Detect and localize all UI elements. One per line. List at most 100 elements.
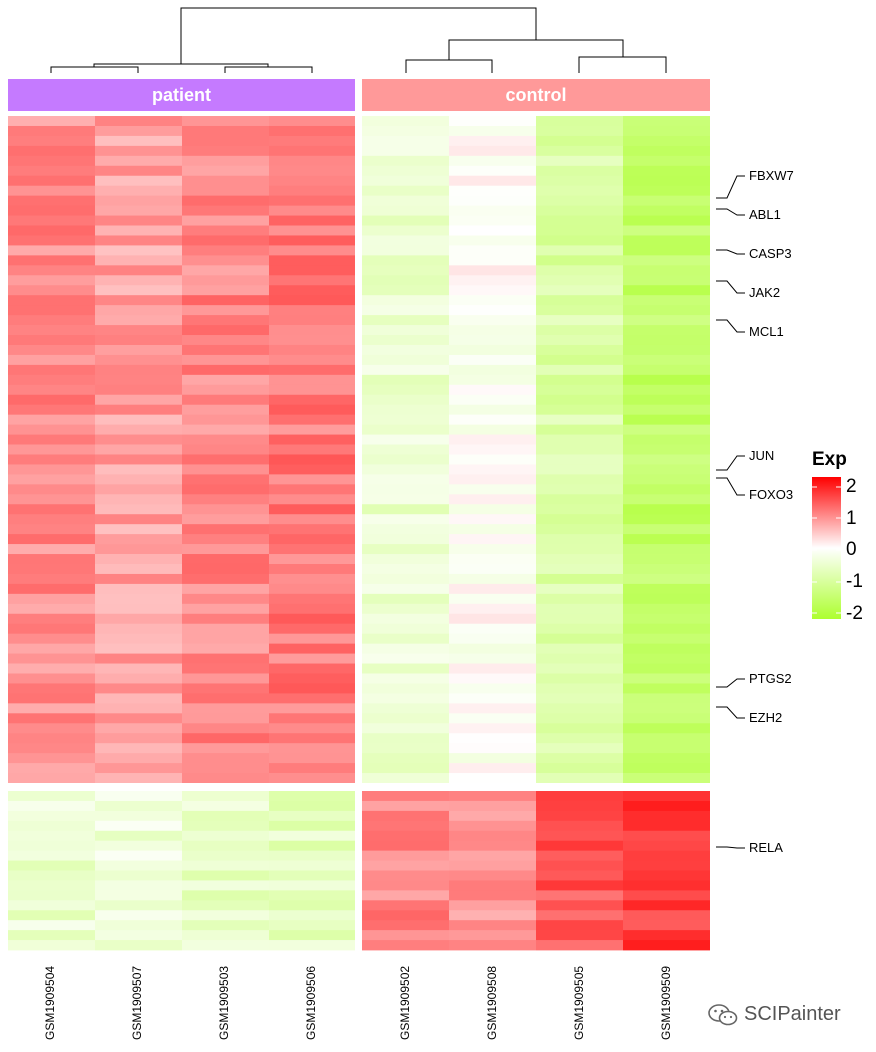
- heatmap-cell: [269, 791, 356, 802]
- heatmap-cell: [269, 295, 356, 306]
- heatmap-cell: [449, 693, 536, 704]
- legend-tick: 2: [846, 476, 857, 497]
- heatmap-cell: [536, 613, 623, 625]
- heatmap-cell: [95, 394, 182, 406]
- heatmap-cell: [536, 880, 623, 891]
- heatmap-cell: [269, 215, 356, 226]
- heatmap-cell: [362, 185, 449, 197]
- gene-label-jun: JUN: [749, 448, 775, 463]
- heatmap-cell: [623, 245, 710, 256]
- heatmap-cell: [182, 524, 269, 535]
- heatmap-cell: [623, 185, 710, 197]
- heatmap-cell: [536, 920, 623, 931]
- heatmap-cell: [623, 860, 710, 871]
- heatmap-cell: [8, 494, 95, 505]
- heatmap-cell: [362, 195, 449, 206]
- heatmap-cell: [8, 920, 95, 931]
- heatmap-cell: [182, 940, 269, 951]
- heatmap-cell: [269, 693, 356, 704]
- heatmap-cell: [449, 623, 536, 635]
- heatmap-cell: [8, 145, 95, 157]
- heatmap-cell: [182, 374, 269, 386]
- gene-label-connector: [716, 846, 745, 849]
- heatmap-cell: [269, 255, 356, 266]
- heatmap-cell: [8, 245, 95, 256]
- heatmap-cell: [536, 840, 623, 852]
- sample-label: GSM1909502: [398, 965, 412, 1040]
- heatmap-cell: [182, 474, 269, 485]
- heatmap-cell: [182, 860, 269, 871]
- heatmap-cell: [269, 800, 356, 812]
- heatmap-cell: [269, 205, 356, 216]
- heatmap-cell: [362, 713, 449, 724]
- heatmap-cell: [623, 920, 710, 931]
- heatmap-cell: [536, 524, 623, 535]
- heatmap-cell: [362, 733, 449, 744]
- heatmap-cell: [269, 285, 356, 296]
- heatmap-cell: [536, 673, 623, 684]
- heatmap-cell: [269, 840, 356, 852]
- heatmap-cell: [623, 524, 710, 535]
- heatmap-cell: [362, 454, 449, 465]
- heatmap-cell: [623, 135, 710, 147]
- heatmap-cell: [449, 773, 536, 784]
- heatmap-cell: [362, 603, 449, 615]
- heatmap-cell: [362, 155, 449, 167]
- heatmap-cell: [182, 315, 269, 326]
- heatmap-cell: [269, 185, 356, 197]
- heatmap-cell: [362, 285, 449, 296]
- heatmap-cell: [269, 850, 356, 861]
- heatmap-cell: [623, 394, 710, 406]
- heatmap-cell: [623, 325, 710, 336]
- heatmap-cell: [8, 910, 95, 921]
- heatmap-cell: [269, 145, 356, 157]
- heatmap-cell: [623, 733, 710, 744]
- heatmap-cell: [182, 404, 269, 416]
- heatmap-cell: [536, 753, 623, 764]
- heatmap-cell: [536, 643, 623, 654]
- heatmap-cell: [362, 205, 449, 216]
- heatmap-cell: [95, 504, 182, 515]
- heatmap-cell: [449, 763, 536, 774]
- gene-label-connector: [716, 175, 745, 199]
- heatmap-cell: [95, 255, 182, 266]
- heatmap-cell: [182, 573, 269, 585]
- heatmap-cell: [8, 225, 95, 236]
- heatmap-cell: [362, 335, 449, 346]
- heatmap-cell: [182, 125, 269, 137]
- heatmap-cell: [269, 563, 356, 575]
- heatmap-cell: [269, 683, 356, 694]
- heatmap-cell: [623, 444, 710, 455]
- heatmap-cell: [8, 364, 95, 376]
- heatmap-cell: [95, 494, 182, 505]
- heatmap-cell: [362, 474, 449, 485]
- heatmap-cell: [362, 850, 449, 861]
- heatmap-cell: [362, 800, 449, 812]
- heatmap-cell: [536, 623, 623, 635]
- heatmap-cell: [536, 930, 623, 941]
- heatmap-cell: [269, 364, 356, 376]
- heatmap-cell: [623, 364, 710, 376]
- dendrogram-branch: [578, 56, 667, 73]
- heatmap-cell: [269, 484, 356, 495]
- heatmap-cell: [95, 830, 182, 842]
- heatmap-cell: [269, 723, 356, 734]
- heatmap-cell: [269, 245, 356, 256]
- heatmap-cell: [182, 295, 269, 306]
- heatmap-cell: [623, 225, 710, 236]
- heatmap-cell: [449, 563, 536, 575]
- sample-label: GSM1909509: [659, 965, 673, 1040]
- heatmap-cell: [362, 504, 449, 515]
- heatmap-cell: [536, 514, 623, 525]
- heatmap-cell: [536, 504, 623, 515]
- heatmap-cell: [536, 125, 623, 137]
- dendrogram-branch: [224, 66, 313, 73]
- heatmap-cell: [449, 474, 536, 485]
- heatmap-cell: [623, 573, 710, 585]
- heatmap-cell: [269, 663, 356, 674]
- heatmap-cell: [536, 733, 623, 744]
- heatmap-cell: [269, 454, 356, 465]
- heatmap-cell: [362, 703, 449, 714]
- heatmap-cell: [8, 763, 95, 774]
- heatmap-cell: [182, 743, 269, 754]
